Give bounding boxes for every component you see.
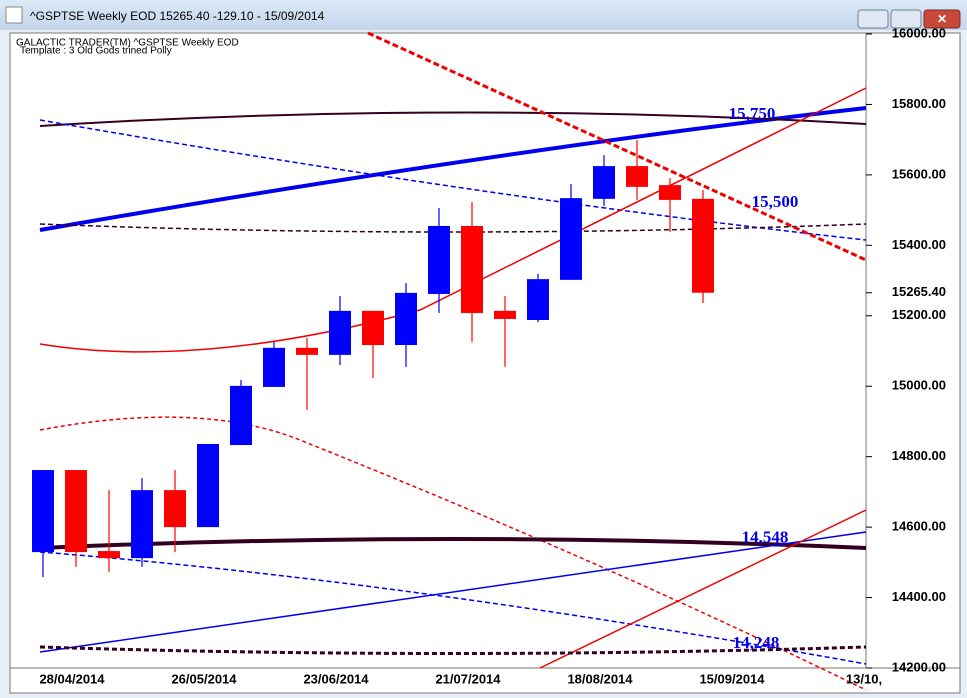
candle-body <box>692 198 714 293</box>
minimize-button[interactable] <box>857 9 889 29</box>
candle-body <box>395 292 417 346</box>
maximize-button[interactable] <box>890 9 922 29</box>
candle-body <box>32 470 54 553</box>
candle-body <box>593 166 615 199</box>
y-tick-label: 15800.00 <box>892 96 946 111</box>
chart-header: GALACTIC TRADER(TM) ^GSPTSE Weekly EOD <box>16 38 239 49</box>
y-tick-label: 15400.00 <box>892 237 946 252</box>
candle-body <box>263 347 285 387</box>
chart-subheader: Template : 3 Old Gods trined Polly <box>20 46 172 57</box>
level-annotation: 15,500 <box>752 192 799 211</box>
candle-body <box>626 166 648 187</box>
x-tick-label: 26/05/2014 <box>171 671 237 686</box>
level-annotation: 15,750 <box>729 104 776 123</box>
last-price-label: 15265.40 <box>892 284 946 299</box>
candle-body <box>230 385 252 446</box>
candle-body <box>296 347 318 355</box>
x-tick-label: 21/07/2014 <box>435 671 501 686</box>
app-icon <box>5 6 23 24</box>
candle-body <box>362 310 384 346</box>
y-tick-label: 14800.00 <box>892 448 946 463</box>
title-bar <box>0 0 967 30</box>
candle-body <box>461 225 483 313</box>
candle-body <box>560 198 582 280</box>
indicator-lines <box>39 31 867 691</box>
y-tick-label: 16000.00 <box>892 25 946 40</box>
x-tick-label: 13/10, <box>846 671 882 686</box>
y-tick-label: 14600.00 <box>892 519 946 534</box>
candle-body <box>98 551 120 559</box>
y-tick-label: 15200.00 <box>892 307 946 322</box>
x-tick-label: 23/06/2014 <box>303 671 369 686</box>
x-tick-label: 28/04/2014 <box>39 671 105 686</box>
candle-body <box>197 443 219 528</box>
candle-body <box>65 470 87 553</box>
price-axis <box>865 32 961 669</box>
window-title: ^GSPTSE Weekly EOD 15265.40 -129.10 - 15… <box>30 9 325 23</box>
close-button[interactable] <box>923 9 961 29</box>
candle-body <box>428 225 450 294</box>
y-tick-label: 14200.00 <box>892 659 946 674</box>
candle-body <box>329 310 351 355</box>
candle-body <box>494 310 516 319</box>
candle-body <box>164 490 186 528</box>
level-annotation: 14,548 <box>742 527 789 546</box>
candle-body <box>527 279 549 321</box>
close-icon: ✕ <box>937 12 947 26</box>
date-axis <box>9 667 961 694</box>
x-tick-label: 18/08/2014 <box>567 671 633 686</box>
y-tick-label: 15000.00 <box>892 378 946 393</box>
x-tick-label: 15/09/2014 <box>699 671 765 686</box>
level-annotation: 14,248 <box>733 633 780 652</box>
y-tick-label: 14400.00 <box>892 589 946 604</box>
y-tick-label: 15600.00 <box>892 166 946 181</box>
candle-body <box>131 490 153 559</box>
candle-body <box>659 185 681 200</box>
